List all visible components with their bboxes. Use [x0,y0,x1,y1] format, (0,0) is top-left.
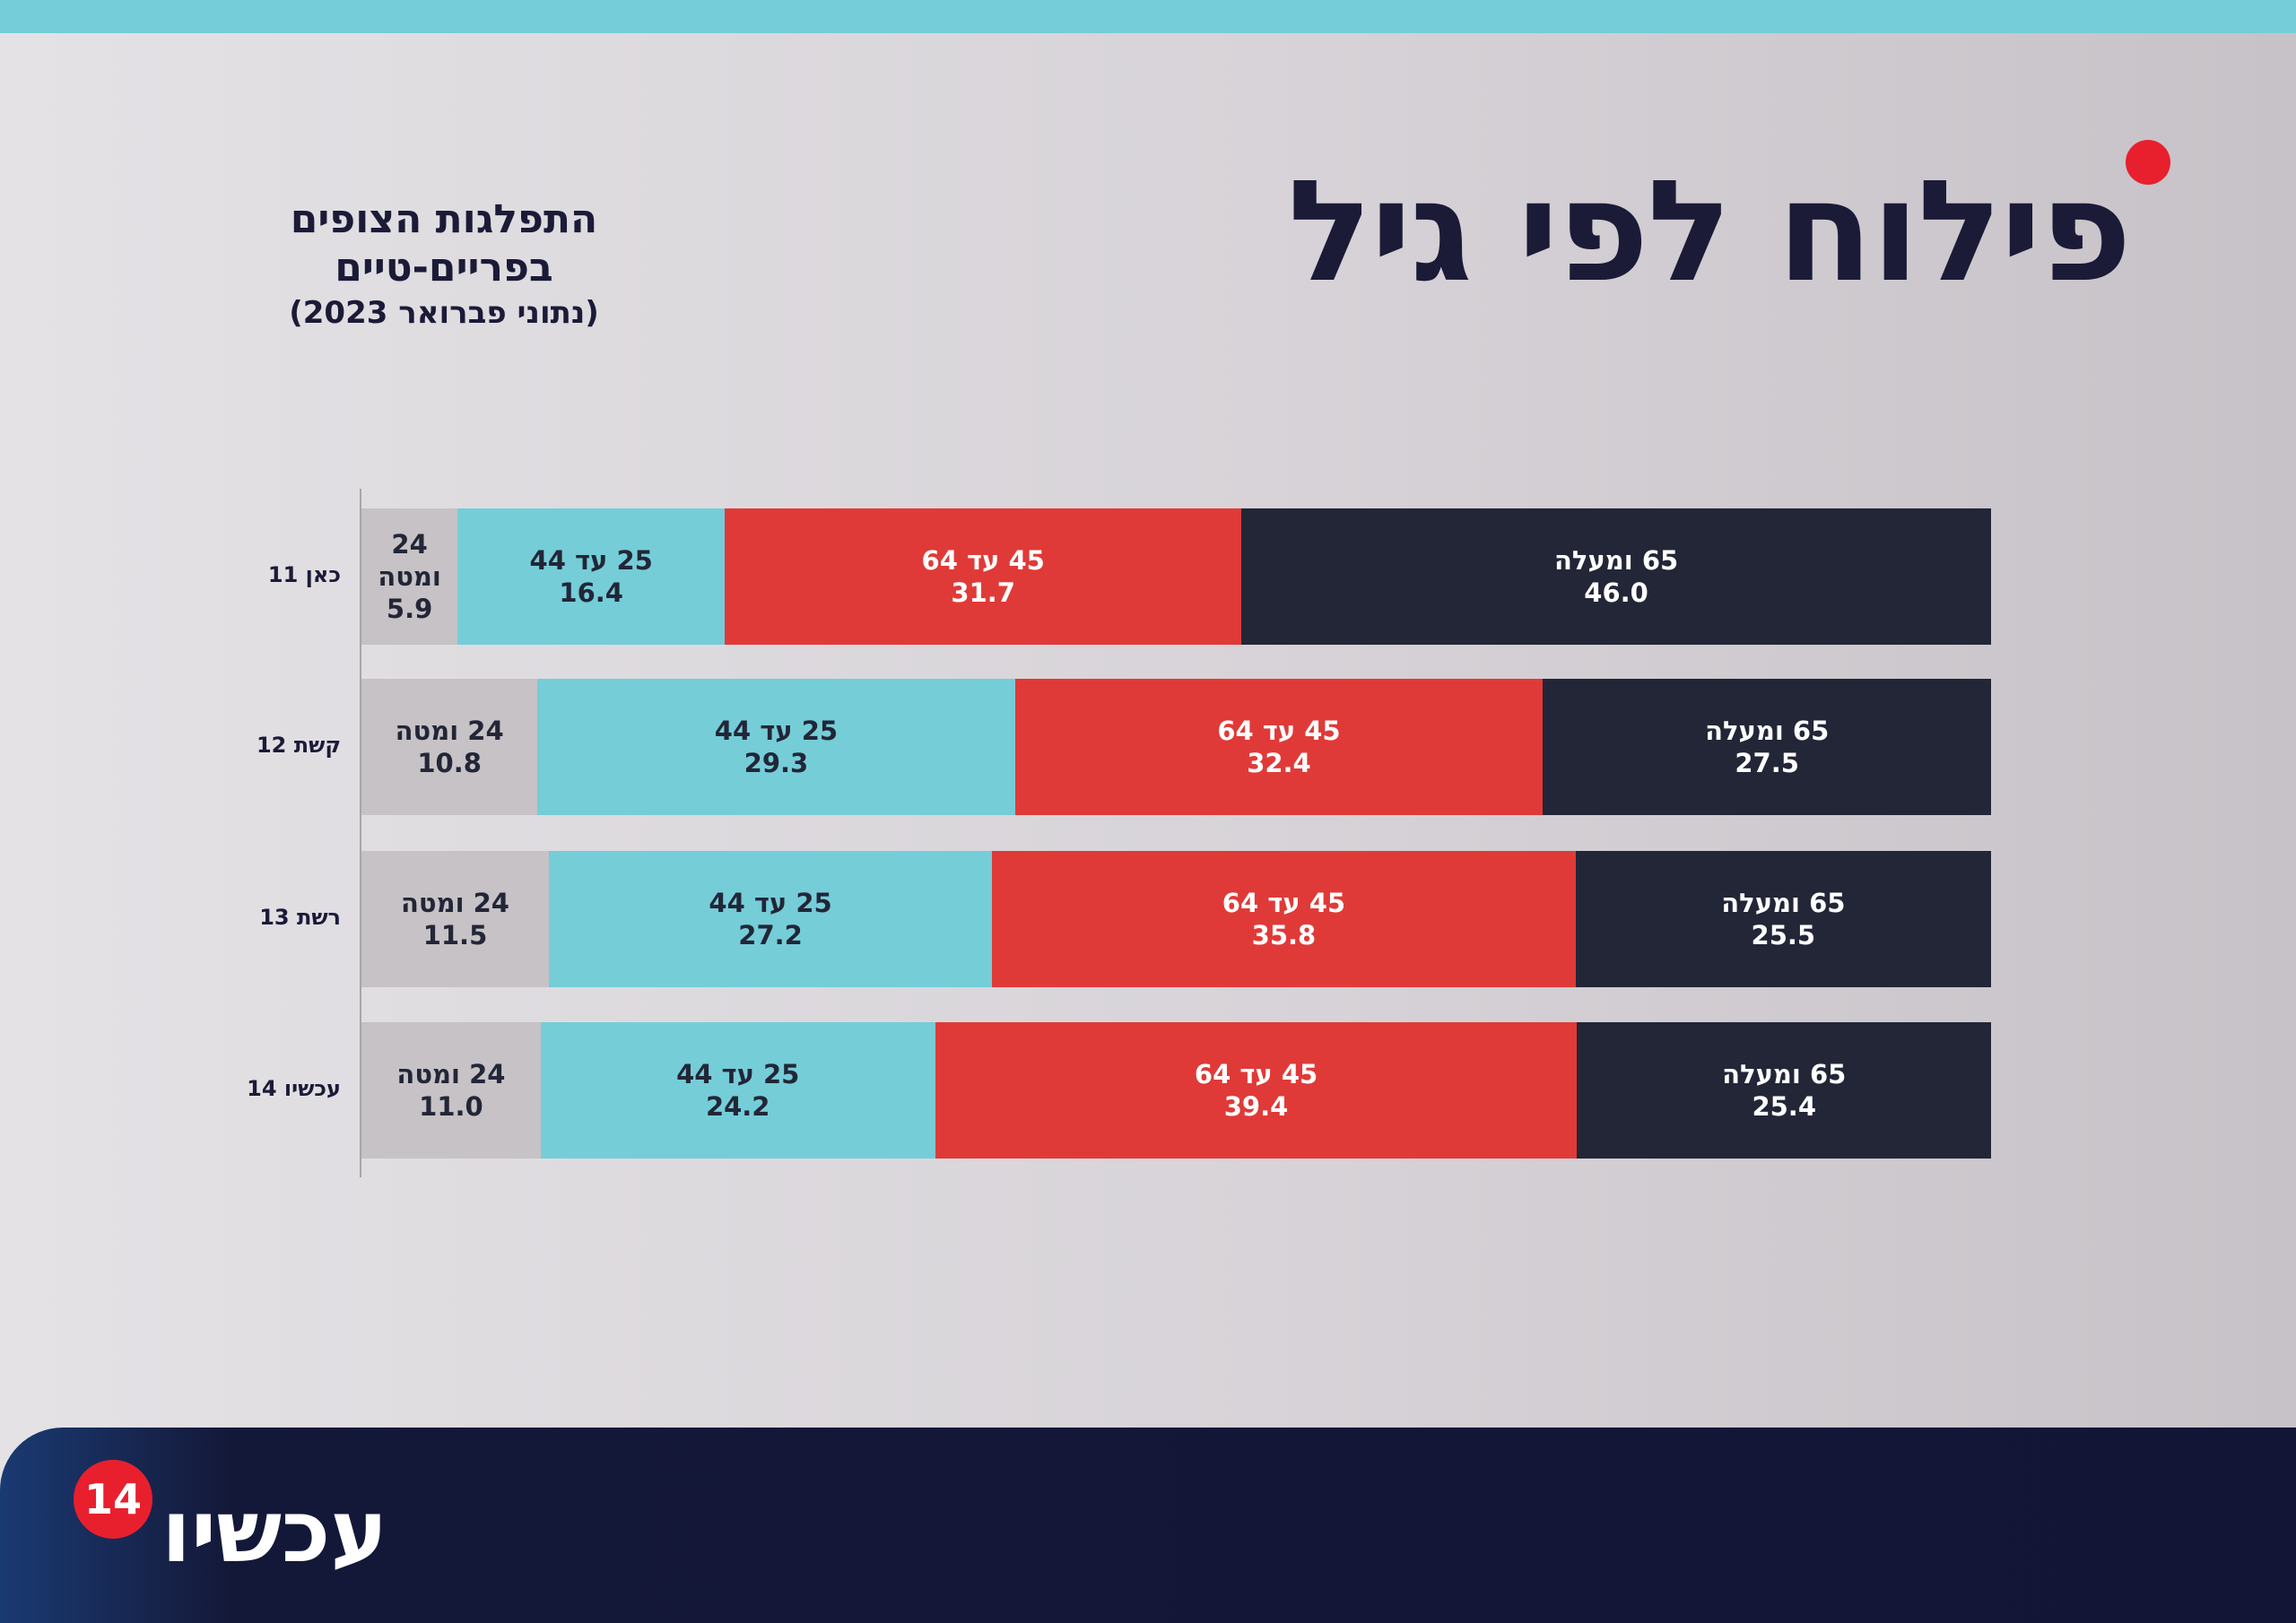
category-label: עכשיו 14 [247,1076,341,1101]
footer-bar [0,1428,2296,1623]
segment-value: 39.4 [1223,1091,1289,1122]
segment-series-name: 65 ומעלה [1722,1058,1847,1089]
bar-segment [1575,851,1991,987]
bar-data-label: 65 ומעלה 25.4 [1577,1022,1991,1159]
bar-data-label: 24 ומטה 11.5 [361,851,549,987]
segment-value: 24.2 [705,1091,770,1122]
bar-segment [537,679,1015,815]
bar-data-label: 65 ומעלה 25.5 [1576,851,1991,987]
segment-series-name: 45 עד 64 [1194,1058,1318,1089]
segment-series-name: 45 עד 64 [1217,715,1341,746]
segment-value: 11.5 [422,920,488,950]
segment-value: 35.8 [1251,920,1317,950]
segment-value: 46.0 [1584,577,1648,608]
segment-value: 5.9 [386,594,433,625]
segment-series-name: 65 ומעלה [1553,544,1679,576]
bar-segment [548,851,993,987]
bar-segment [992,851,1576,987]
bar-segment [361,508,458,645]
bar-segment [361,1022,541,1159]
bar-data-label: 45 עד 64 31.7 [725,508,1241,645]
bar-data-label: 65 ומעלה 27.5 [1543,679,1991,815]
channel-logo-text: עכשיו [161,1481,388,1582]
bar-data-label: 24 ומטה 5.9 [361,508,457,645]
bar-segment [935,1022,1578,1159]
segment-series-name: 24 ומטה [395,715,504,746]
bar-data-label: 25 עד 44 29.3 [537,679,1014,815]
bar-segment [361,851,549,987]
bar-segment [540,1022,935,1159]
segment-series-name: 24 ומטה [396,1058,506,1089]
bar-data-label: 24 ומטה 10.8 [361,679,537,815]
bar-segment [1577,1022,1991,1159]
channel-logo-badge: 14 [74,1460,152,1539]
segment-series-name: 25 עד 44 [709,887,832,918]
bar-data-label: 24 ומטה 11.0 [361,1022,541,1159]
segment-value: 32.4 [1247,748,1311,778]
category-label: קשת 12 [256,733,341,758]
segment-value: 31.7 [951,577,1015,608]
segment-series-name: 45 עד 64 [921,544,1045,576]
segment-series-name: 45 עד 64 [1222,887,1346,918]
category-label: כאן 11 [267,562,341,587]
page-title: פילוח לפי גיל [1287,150,2132,313]
bar-data-label: 25 עד 44 24.2 [541,1022,935,1159]
bar-segment [1014,679,1544,815]
segment-series-name: 25 עד 44 [676,1058,800,1089]
segment-value: 11.0 [419,1091,483,1122]
segment-series-name: 25 עד 44 [714,715,839,746]
bar-data-label: 45 עד 64 32.4 [1015,679,1544,815]
bar-data-label: 45 עד 64 39.4 [935,1022,1578,1159]
bar-segment [725,508,1242,645]
bar-data-label: 25 עד 44 16.4 [457,508,725,645]
segment-value: 27.5 [1735,748,1799,778]
title-dot-decoration [2126,140,2170,185]
bar-segment [1543,679,1991,815]
subtitle-line-1: התפלגות הצופים בפריים-טיים [290,196,598,291]
bar-segment [457,508,726,645]
top-accent-strip [0,0,2296,33]
segment-series-name: 24 ומטה [400,887,509,918]
bar-data-label: 45 עד 64 35.8 [992,851,1575,987]
category-axis-line [360,489,361,1177]
segment-series-name: 24 ומטה [378,528,441,592]
segment-series-name: 65 ומעלה [1721,887,1846,918]
segment-series-name: 65 ומעלה [1705,715,1830,746]
segment-value: 25.5 [1751,920,1816,950]
category-label: רשת 13 [259,905,341,930]
bar-data-label: 65 ומעלה 46.0 [1241,508,1991,645]
subtitle-line-2: (נתוני פברואר 2023) [289,295,599,331]
bar-segment [361,679,538,815]
segment-value: 29.3 [744,748,809,778]
segment-value: 25.4 [1752,1091,1817,1122]
segment-value: 10.8 [417,748,482,778]
segment-value: 16.4 [559,577,623,608]
bar-data-label: 25 עד 44 27.2 [549,851,992,987]
chart-subtitle: התפלגות הצופים בפריים-טיים (נתוני פברואר… [184,195,704,334]
segment-value: 27.2 [738,920,803,950]
segment-series-name: 25 עד 44 [529,544,653,576]
bar-segment [1241,508,1991,645]
